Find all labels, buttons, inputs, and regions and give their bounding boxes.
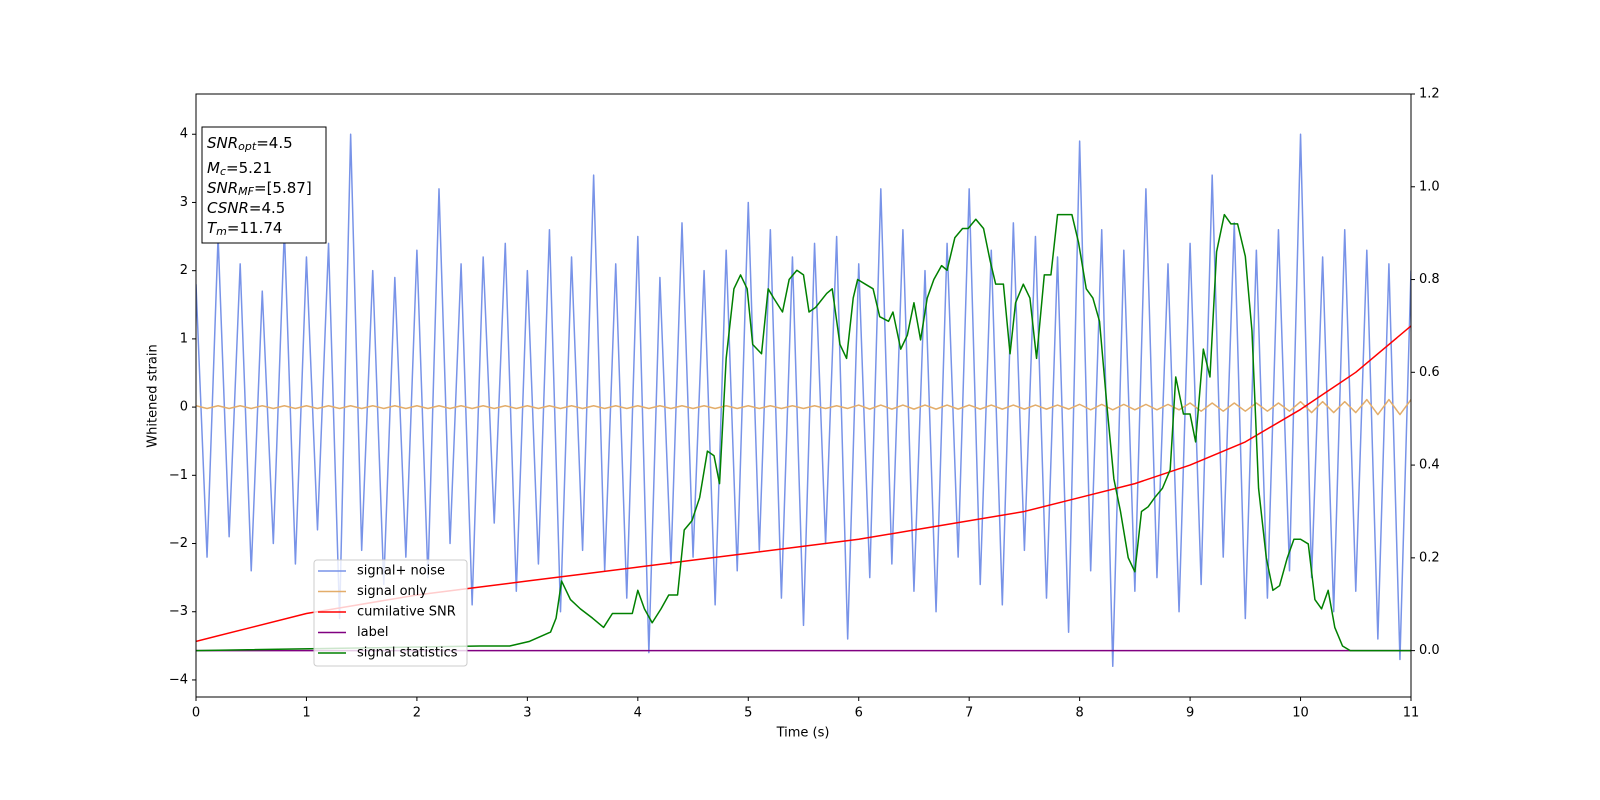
x-axis-label: Time (s) xyxy=(776,726,830,741)
y-tick-label: −4 xyxy=(169,672,188,687)
annotation-value: =11.74 xyxy=(227,219,283,237)
annotation-line: SNRopt=4.5 xyxy=(207,134,293,154)
annotation-subscript: opt xyxy=(238,140,257,153)
legend-label: signal only xyxy=(357,584,427,599)
annotation-subscript: c xyxy=(220,165,226,178)
series-line xyxy=(196,213,1411,652)
y-tick-label: 1 xyxy=(180,331,188,346)
x-tick-label: 7 xyxy=(965,706,973,721)
annotation-line: CSNR=4.5 xyxy=(207,199,285,217)
y2-tick-label: 0.0 xyxy=(1419,643,1440,658)
annotation-symbol: T xyxy=(207,219,218,237)
annotation-subscript: m xyxy=(216,225,227,238)
x-tick-label: 3 xyxy=(523,706,531,721)
x-tick-label: 0 xyxy=(192,706,200,721)
annotation-value: =4.5 xyxy=(249,199,285,217)
legend-label: cumilative SNR xyxy=(357,605,456,620)
y2-tick-label: 0.6 xyxy=(1419,365,1440,380)
axes-frame xyxy=(195,93,1412,698)
legend-label: label xyxy=(357,625,388,640)
x-tick-label: 1 xyxy=(302,706,310,721)
x-tick-label: 10 xyxy=(1292,706,1309,721)
x-tick-label: 4 xyxy=(634,706,642,721)
y-tick-label: 4 xyxy=(180,127,188,142)
y2-tick-label: 1.2 xyxy=(1419,87,1440,102)
x-tick-label: 9 xyxy=(1186,706,1194,721)
y2-tick-label: 0.8 xyxy=(1419,272,1440,287)
legend-label: signal statistics xyxy=(357,646,458,661)
annotation-value: =4.5 xyxy=(256,134,292,152)
annotation-box: SNRopt=4.5Mc=5.21SNRMF=[5.87]CSNR=4.5Tm=… xyxy=(201,126,327,244)
annotation-line: Tm=11.74 xyxy=(207,219,282,239)
annotation-symbol: SNR xyxy=(207,179,238,197)
x-tick-label: 6 xyxy=(855,706,863,721)
x-tick-label: 2 xyxy=(413,706,421,721)
annotation-value: =[5.87] xyxy=(254,179,312,197)
y-tick-label: −3 xyxy=(169,604,188,619)
y-tick-label: 3 xyxy=(180,195,188,210)
annotation-value: =5.21 xyxy=(226,159,272,177)
legend-frame xyxy=(313,559,468,667)
annotation-line: SNRMF=[5.87] xyxy=(207,179,312,199)
annotation-symbol: CSNR xyxy=(207,199,249,217)
y-tick-label: 0 xyxy=(180,400,188,415)
y2-tick-label: 0.4 xyxy=(1419,458,1440,473)
annotation-symbol: M xyxy=(207,159,220,177)
series-line xyxy=(196,133,1411,668)
y-tick-label: 2 xyxy=(180,263,188,278)
legend-label: signal+ noise xyxy=(357,564,445,579)
y-tick-label: −1 xyxy=(169,468,188,483)
y2-tick-label: 1.0 xyxy=(1419,179,1440,194)
x-tick-label: 11 xyxy=(1403,706,1420,721)
series-line xyxy=(196,398,1411,416)
x-tick-label: 5 xyxy=(744,706,752,721)
y-axis-label: Whitened strain xyxy=(146,344,161,447)
annotation-line: Mc=5.21 xyxy=(207,159,272,179)
annotation-subscript: MF xyxy=(238,185,254,198)
legend: signal+ noise signal only cumilative SNR la… xyxy=(313,559,468,667)
x-tick-label: 8 xyxy=(1075,706,1083,721)
annotation-symbol: SNR xyxy=(207,134,238,152)
y-tick-label: −2 xyxy=(169,536,188,551)
y2-tick-label: 0.2 xyxy=(1419,550,1440,565)
annotation-frame xyxy=(201,126,327,244)
ticks: 0 1 2 3 4 5 6 7 8 9 10 11 −4 −3 −2 −1 0 1 2 3 4 0.0 0.2 0.4 0.6 0… xyxy=(169,87,1440,721)
